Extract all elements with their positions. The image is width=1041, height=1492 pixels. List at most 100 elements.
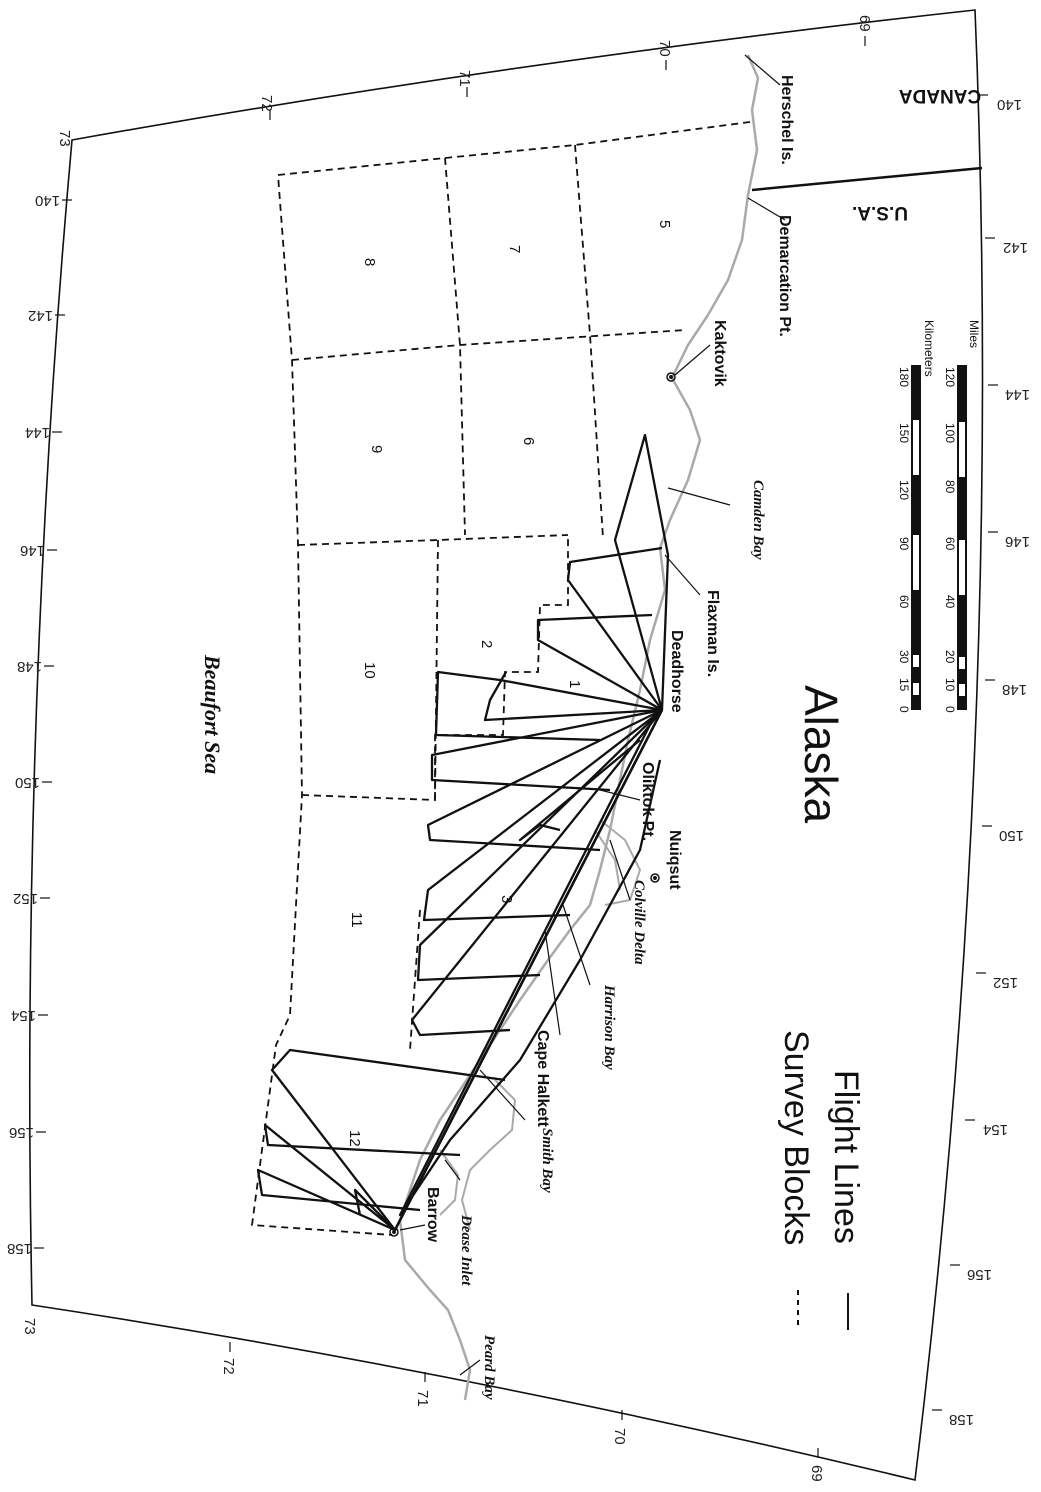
svg-text:140: 140 — [35, 192, 60, 209]
graticule-ticks — [34, 36, 998, 1458]
svg-text:12: 12 — [346, 1130, 363, 1147]
svg-text:148: 148 — [1002, 681, 1027, 698]
sea-label: Beaufort Sea — [200, 654, 225, 774]
svg-text:148: 148 — [17, 658, 42, 675]
svg-text:3: 3 — [498, 895, 515, 903]
svg-text:20: 20 — [943, 650, 957, 664]
svg-text:146: 146 — [1005, 533, 1030, 550]
svg-text:150: 150 — [999, 827, 1024, 844]
lat-label-69-bottom: 69 — [808, 1465, 825, 1482]
legend: Survey Blocks Flight Lines — [777, 1030, 865, 1330]
svg-text:156: 156 — [967, 1266, 992, 1283]
svg-text:8: 8 — [361, 258, 378, 266]
svg-text:150: 150 — [15, 774, 40, 791]
survey-block-numbers: 1 2 3 5 6 7 8 9 10 11 12 — [346, 220, 673, 1147]
harrison-bay-label: Harrison Bay — [601, 984, 617, 1070]
demarcation-label: Demarcation Pt. — [776, 215, 793, 337]
svg-text:90: 90 — [897, 537, 911, 551]
town-markers — [389, 372, 676, 1237]
svg-text:10: 10 — [943, 678, 957, 692]
map-frame — [28, 9, 984, 1481]
smith-bay-label: Smith Bay — [539, 1128, 555, 1193]
corner-lat-label-top: 73 — [56, 130, 73, 147]
lat-label-72: 72 — [258, 95, 275, 112]
place-labels: Herschel Is. Demarcation Pt. Kaktovik Fl… — [424, 75, 795, 1243]
svg-text:154: 154 — [11, 1007, 36, 1024]
svg-text:152: 152 — [13, 890, 38, 907]
dease-inlet-label: Dease Inlet — [458, 1214, 474, 1286]
barrow-marker — [389, 1227, 399, 1237]
svg-text:0: 0 — [943, 706, 957, 713]
svg-text:152: 152 — [993, 974, 1018, 991]
lat-label-71-bottom: 71 — [414, 1390, 431, 1407]
scale-km-title: Kilometers — [922, 320, 936, 377]
svg-text:150: 150 — [897, 423, 911, 443]
peard-bay-label: Peard Bay — [481, 1335, 497, 1400]
svg-text:7: 7 — [506, 245, 523, 253]
international-border — [751, 166, 983, 192]
svg-text:120: 120 — [897, 480, 911, 500]
scale-mi-ticks: 0 10 20 40 60 80 100 120 — [943, 367, 957, 713]
scale-bar: Kilometers 0 15 30 60 90 120 150 180 Mil… — [897, 320, 981, 713]
svg-text:1: 1 — [566, 680, 583, 688]
svg-text:142: 142 — [1003, 239, 1028, 256]
water-labels: Camden Bay Colville Delta Harrison Bay S… — [458, 480, 766, 1400]
legend-survey-blocks: Survey Blocks — [777, 1030, 815, 1245]
scale-km-ticks: 0 15 30 60 90 120 150 180 — [897, 367, 911, 713]
lat-label-70: 70 — [656, 40, 673, 57]
svg-text:142: 142 — [28, 307, 53, 324]
smith-bay-shore — [460, 1079, 517, 1231]
lon-labels-right: 140 142 144 146 148 150 152 154 156 158 — [949, 96, 1030, 1428]
nuiqsut-marker — [650, 873, 660, 883]
lat-label-71: 71 — [456, 70, 473, 87]
usa-label: U.S.A. — [852, 202, 908, 223]
oliktok-label: Oliktok Pt. — [639, 762, 656, 841]
corner-lat-label-bottom: 73 — [21, 1318, 38, 1335]
svg-text:30: 30 — [897, 650, 911, 664]
lat-label-72-bottom: 72 — [220, 1358, 237, 1375]
svg-text:0: 0 — [897, 706, 911, 713]
lat-label-70-bottom: 70 — [611, 1428, 628, 1445]
svg-text:154: 154 — [983, 1121, 1008, 1138]
cape-halkett-label: Cape Halkett — [534, 1030, 551, 1128]
svg-text:2: 2 — [478, 640, 495, 648]
svg-text:10: 10 — [361, 662, 378, 679]
colville-delta-label: Colville Delta — [631, 880, 647, 965]
svg-text:6: 6 — [520, 437, 537, 445]
svg-text:144: 144 — [1005, 386, 1030, 403]
svg-text:9: 9 — [368, 445, 385, 453]
flight-lines — [256, 433, 670, 1232]
scale-mi-title: Miles — [967, 320, 981, 348]
camden-bay-label: Camden Bay — [750, 480, 766, 560]
svg-text:156: 156 — [9, 1124, 34, 1141]
svg-text:158: 158 — [949, 1411, 974, 1428]
svg-text:5: 5 — [656, 220, 673, 228]
canada-label: CANADA — [899, 85, 982, 106]
legend-flight-lines: Flight Lines — [827, 1070, 865, 1244]
svg-text:11: 11 — [348, 912, 365, 928]
svg-text:80: 80 — [943, 480, 957, 494]
svg-text:60: 60 — [897, 595, 911, 609]
barrow-label: Barrow — [424, 1187, 441, 1243]
lat-label-69: 69 — [856, 15, 873, 32]
dease-inlet-shore — [439, 1149, 460, 1216]
colville-delta-shore — [594, 819, 642, 906]
svg-text:60: 60 — [943, 537, 957, 551]
svg-text:100: 100 — [943, 423, 957, 443]
svg-text:158: 158 — [7, 1240, 32, 1257]
svg-text:120: 120 — [943, 367, 957, 387]
herschel-label: Herschel Is. — [778, 75, 795, 165]
lon-labels-left: 140 142 144 146 148 150 152 154 156 158 — [7, 192, 60, 1257]
deadhorse-label: Deadhorse — [668, 630, 685, 713]
svg-text:40: 40 — [943, 595, 957, 609]
kaktovik-marker — [666, 372, 676, 382]
region-label: Alaska — [795, 685, 847, 823]
scale-mi-bar — [957, 365, 967, 710]
svg-text:180: 180 — [897, 367, 911, 387]
flaxman-label: Flaxman Is. — [704, 590, 721, 677]
svg-text:140: 140 — [997, 96, 1022, 113]
svg-text:146: 146 — [20, 542, 45, 559]
kaktovik-label: Kaktovik — [711, 320, 728, 387]
svg-text:144: 144 — [25, 424, 50, 441]
